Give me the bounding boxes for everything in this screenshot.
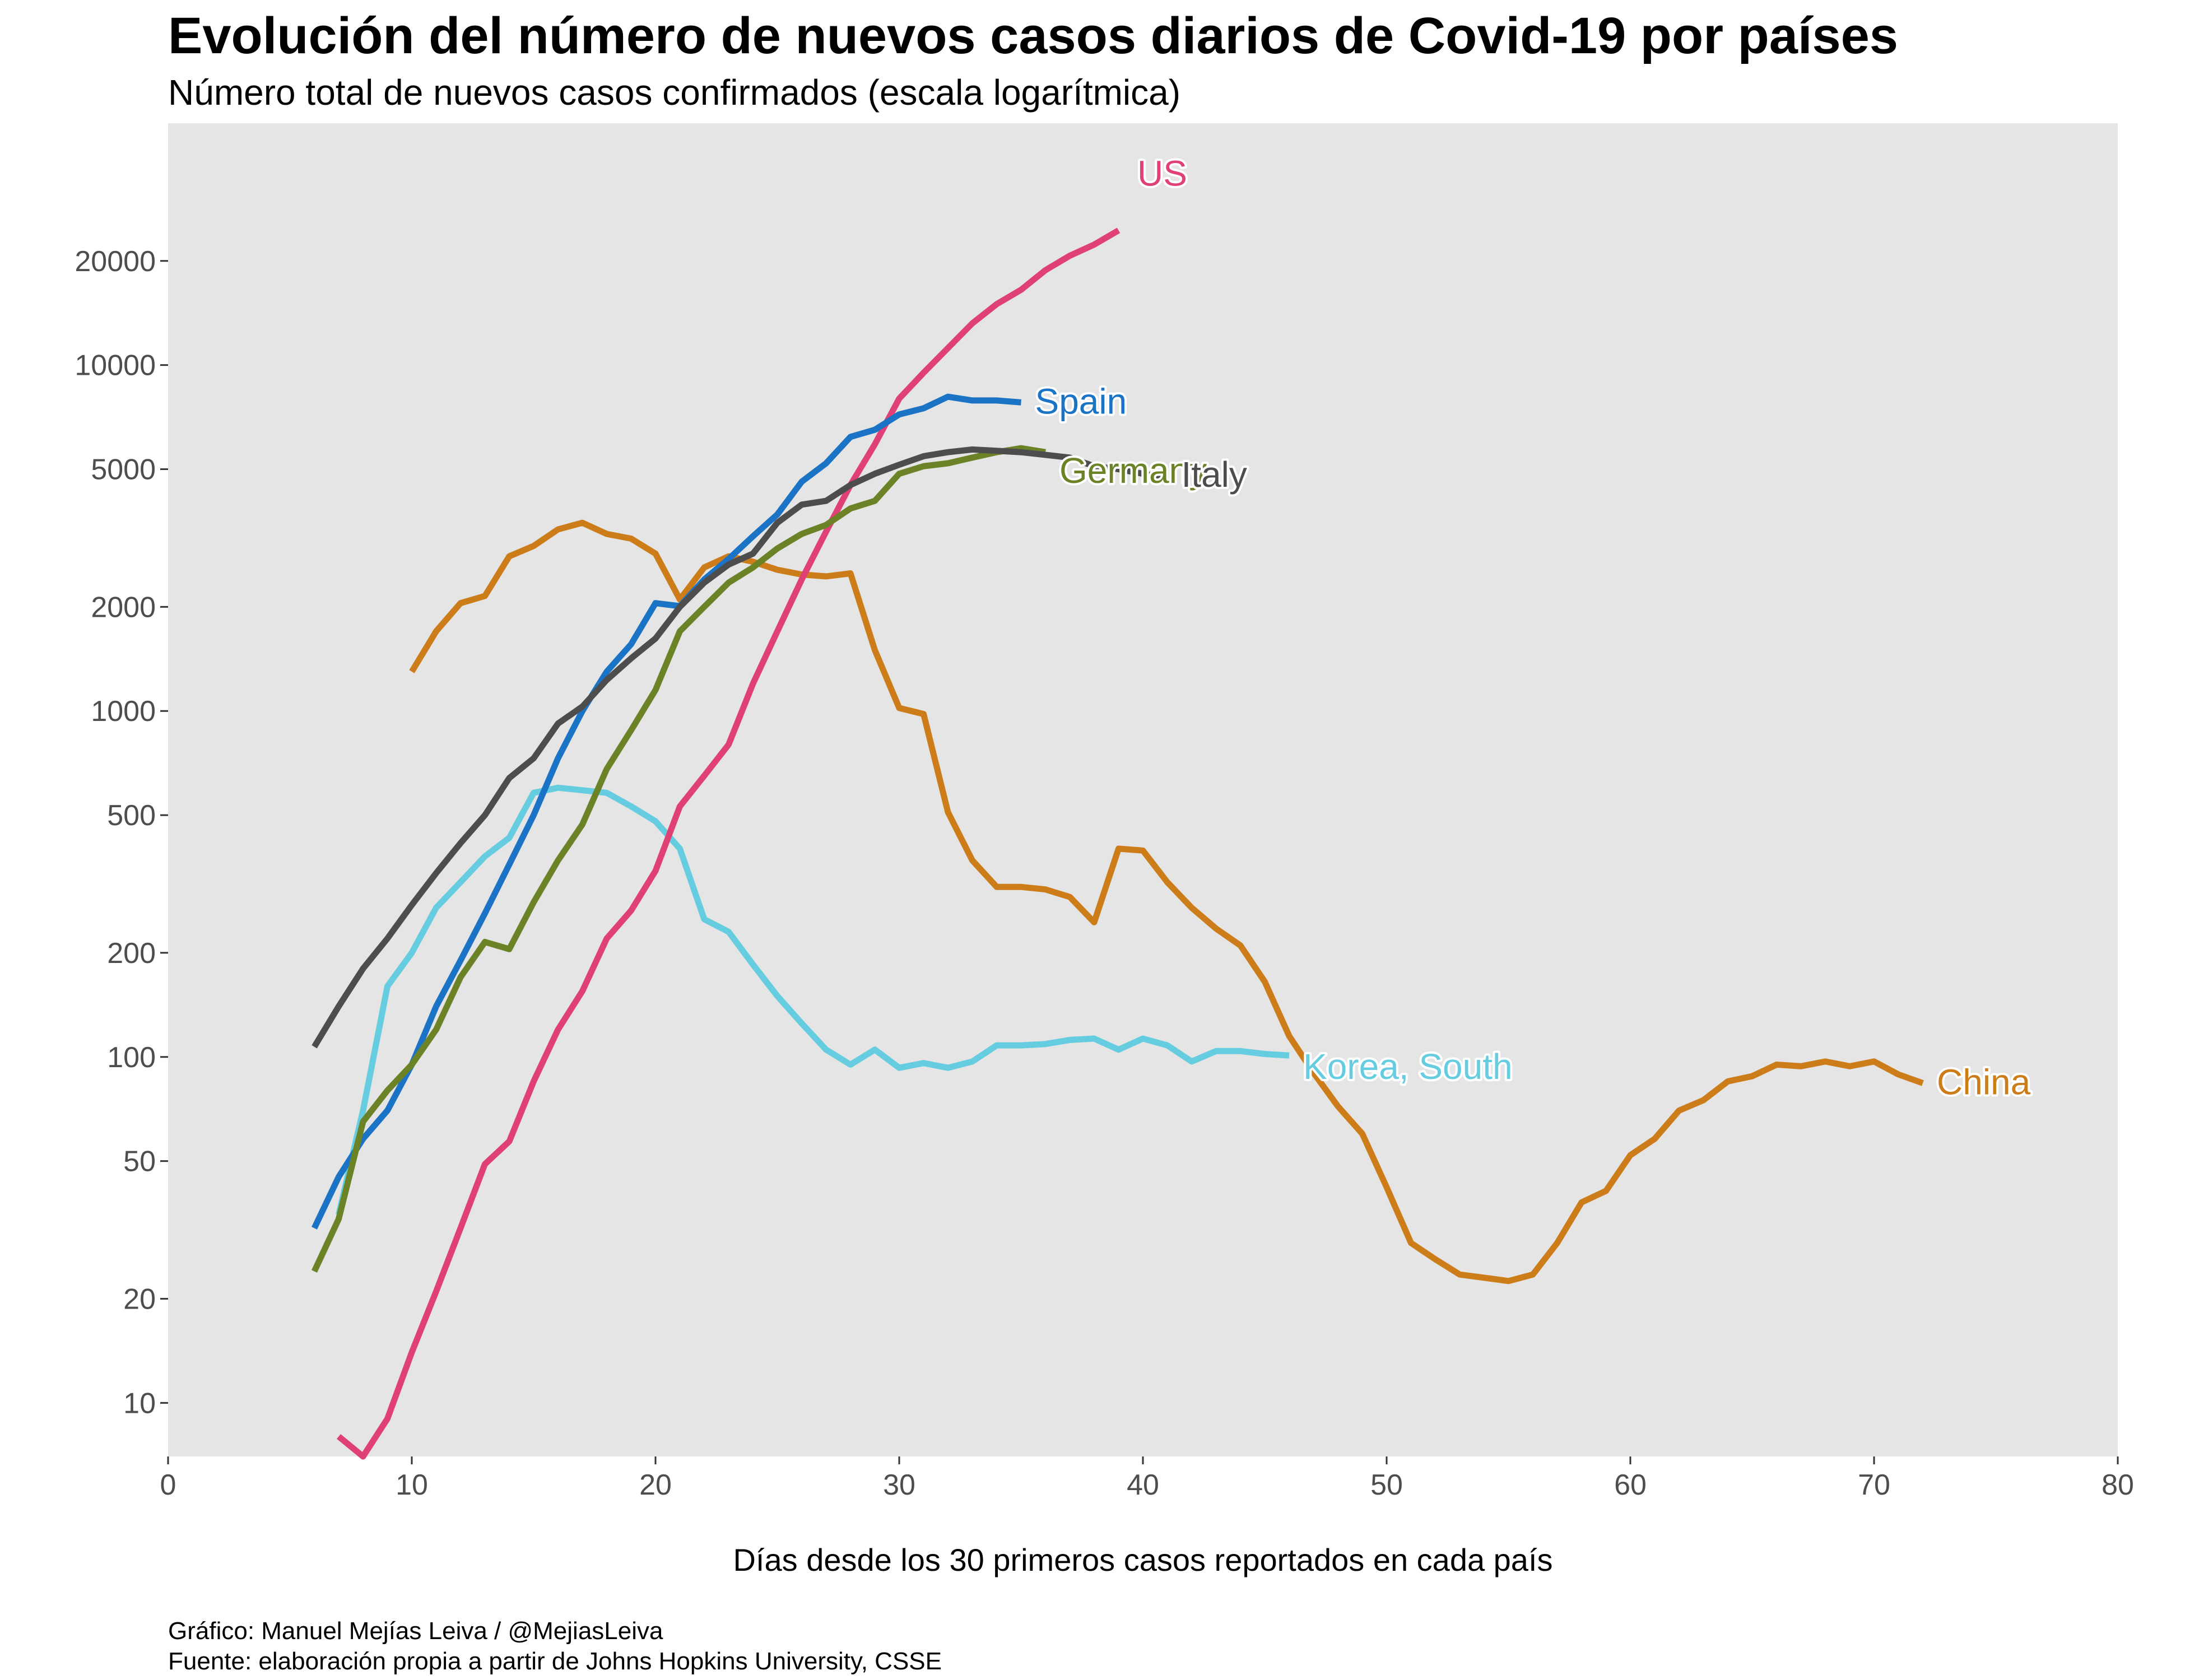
x-axis-title: Días desde los 30 primeros casos reporta… (733, 1542, 1553, 1577)
y-tick-label: 100 (107, 1041, 156, 1074)
x-tick-label: 30 (883, 1469, 915, 1501)
x-axis: 0 10 20 30 40 50 60 70 80 (160, 1456, 2134, 1501)
y-axis: 10 20 50 100 200 500 1000 2000 5000 10000 20000 (75, 245, 168, 1420)
series-label-halo: Italy (1182, 454, 1247, 495)
y-tick-label: 500 (107, 799, 156, 832)
x-tick-label: 50 (1370, 1469, 1403, 1501)
y-tick-label: 2000 (91, 591, 156, 623)
series-label-halo: US (1137, 153, 1187, 193)
plot-panel (168, 123, 2118, 1456)
series-label-italy: Italy (1182, 454, 1247, 495)
y-tick-label: 10 (123, 1387, 156, 1420)
x-tick-label: 70 (1858, 1469, 1890, 1501)
series-label-us: US (1137, 153, 1187, 193)
series-lines (312, 227, 1924, 1460)
y-tick-label: 10000 (75, 350, 156, 382)
series-label-halo: Germany (1059, 450, 1207, 491)
series-line-spain (312, 393, 1021, 1230)
series-label-germany: Germany (1059, 450, 1207, 491)
y-tick-label: 200 (107, 937, 156, 970)
series-label-halo: Spain (1035, 381, 1127, 421)
series-label-spain: Spain (1035, 381, 1127, 421)
series-line-germany (312, 445, 1046, 1273)
x-tick-label: 20 (639, 1469, 672, 1501)
series-line-italy (312, 446, 1168, 1049)
chart-title: Evolución del número de nuevos casos dia… (168, 7, 1898, 64)
series-label-china: China (1937, 1062, 2031, 1102)
x-tick-label: 40 (1127, 1469, 1159, 1501)
x-tick-label: 80 (2102, 1469, 2134, 1501)
series-line-us (337, 227, 1121, 1460)
x-tick-label: 0 (160, 1469, 176, 1501)
series-label-korea-south: Korea, South (1303, 1046, 1513, 1087)
y-tick-label: 20000 (75, 245, 156, 278)
caption: Gráfico: Manuel Mejías Leiva / @MejiasLe… (168, 1616, 942, 1677)
series-line-korea-south (336, 784, 1290, 1216)
series-label-halo: China (1937, 1062, 2031, 1102)
chart-subtitle: Número total de nuevos casos confirmados… (168, 72, 1181, 113)
y-tick-label: 50 (123, 1146, 156, 1178)
x-tick-label: 60 (1614, 1469, 1647, 1501)
series-label-halo: Korea, South (1303, 1046, 1513, 1087)
series-line-china (409, 519, 1924, 1285)
x-tick-label: 10 (396, 1469, 428, 1501)
y-tick-label: 1000 (91, 695, 156, 728)
y-tick-label: 5000 (91, 454, 156, 486)
caption-author: Gráfico: Manuel Mejías Leiva / @MejiasLe… (168, 1617, 663, 1645)
caption-source: Fuente: elaboración propia a partir de J… (168, 1648, 942, 1675)
y-tick-label: 20 (123, 1283, 156, 1315)
